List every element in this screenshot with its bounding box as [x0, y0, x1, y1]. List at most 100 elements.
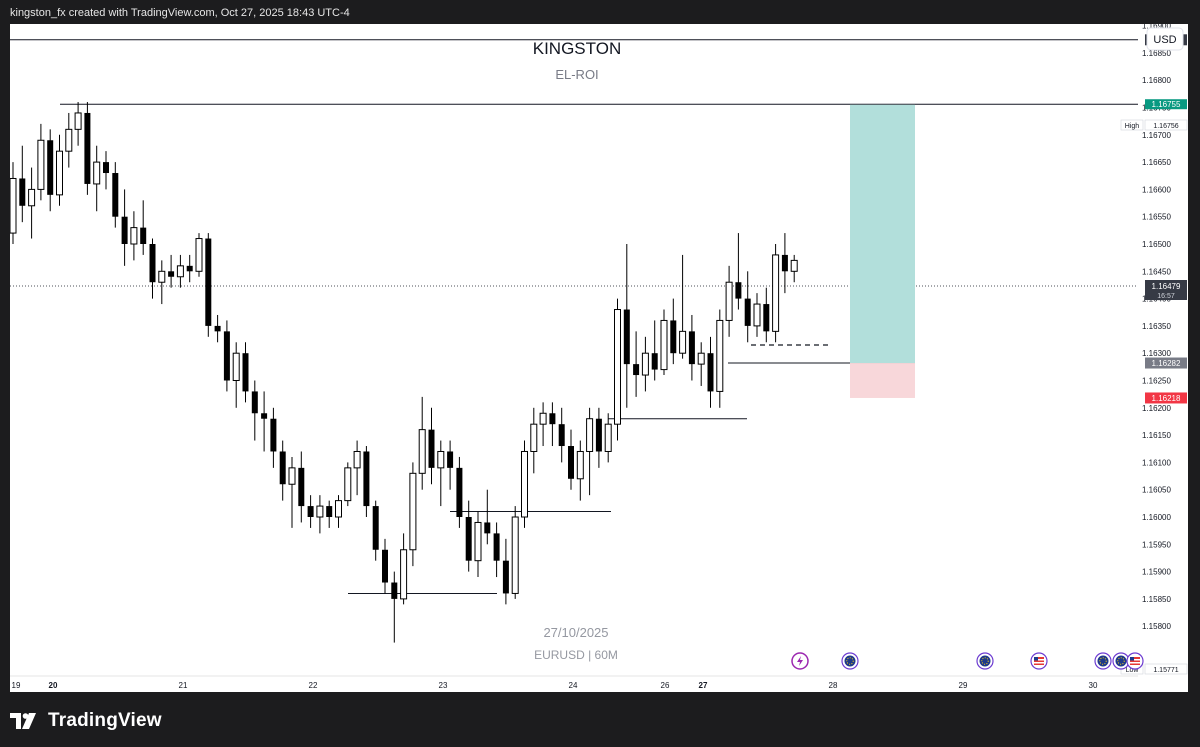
candle — [586, 407, 594, 496]
candle-body — [790, 259, 798, 272]
candle-body — [316, 505, 324, 518]
price-tick-label: 1.15850 — [1142, 595, 1171, 604]
candle — [74, 102, 82, 146]
globe-flag-icon[interactable] — [1112, 652, 1130, 670]
candle — [19, 145, 26, 223]
globe-flag-fill — [1115, 655, 1127, 667]
candle — [205, 233, 212, 337]
price-axis-ticks: 1.15800 1.15850 1.15900 1.15950 1.16000 1.160… — [1142, 24, 1171, 631]
price-tick-label: 1.16700 — [1142, 131, 1171, 140]
candle-body — [242, 353, 249, 392]
loss-zone — [850, 363, 915, 398]
footer-brand: TradingView — [48, 710, 162, 731]
candle — [251, 380, 258, 441]
candle — [772, 244, 780, 343]
watermark-symbol: EURUSD | 60M — [534, 648, 618, 662]
candle — [409, 462, 417, 567]
candle-body — [633, 364, 640, 376]
chart-canvas[interactable]: 1.15800 1.15850 1.15900 1.15950 1.16000 1.160… — [10, 24, 1188, 692]
candle — [641, 336, 649, 392]
candle — [121, 189, 128, 266]
candle-body — [279, 451, 286, 485]
low-value-bg — [1144, 663, 1188, 675]
candle — [568, 429, 574, 490]
candle — [149, 238, 156, 299]
globe-flag-icon[interactable] — [841, 652, 859, 670]
candle — [623, 244, 630, 408]
candle-body — [363, 451, 370, 507]
last-price-text: 1.16479 — [1152, 282, 1181, 291]
stop-badge-bg — [1145, 392, 1187, 404]
chart-frame[interactable]: 1.15800 1.15850 1.15900 1.15950 1.16000 1.160… — [10, 24, 1188, 692]
candle-body — [56, 150, 63, 196]
time-axis-ticks: 19 20 21 22 23 24 26 27 28 29 30 — [12, 681, 1098, 690]
candle — [65, 112, 73, 168]
entry-badge: 1.16282 — [1145, 357, 1187, 369]
candle — [781, 233, 788, 294]
candle-body — [474, 521, 482, 562]
target-badge: 1.16755 — [1145, 99, 1187, 110]
candle-body — [261, 413, 268, 419]
candle-body — [28, 188, 36, 207]
candle — [493, 522, 500, 578]
candle-body — [65, 128, 73, 152]
entry-badge-bg — [1145, 357, 1187, 369]
candle-body — [595, 418, 602, 452]
price-tick-label: 1.16200 — [1142, 404, 1171, 413]
high-label-text: High — [1125, 123, 1140, 130]
lightning-icon-bolt — [797, 656, 803, 666]
us-flag-icon[interactable] — [1126, 652, 1144, 670]
candle-body — [19, 178, 26, 206]
candle — [474, 511, 482, 578]
header-caption: kingston_fx created with TradingView.com… — [10, 7, 350, 19]
candle — [130, 211, 138, 261]
globe-flag-icon[interactable] — [1094, 652, 1112, 670]
candle-body — [121, 216, 128, 244]
candle-body — [763, 304, 770, 332]
price-tick-label: 1.16450 — [1142, 267, 1171, 276]
candle-body — [614, 309, 621, 425]
time-tick-label: 23 — [439, 681, 448, 690]
candle — [549, 402, 556, 447]
price-tick-label: 1.16850 — [1142, 49, 1171, 58]
candle-body — [753, 303, 761, 327]
candle-body — [465, 517, 472, 561]
candle-body — [781, 254, 788, 272]
candle — [790, 254, 798, 283]
price-tick-label: 1.16000 — [1142, 513, 1171, 522]
candle — [558, 407, 565, 463]
candle — [242, 342, 249, 403]
currency-label: USD — [1153, 34, 1176, 46]
candle-body — [176, 265, 184, 278]
candle — [223, 320, 230, 392]
us-flag-stripe — [1034, 662, 1044, 664]
candle-body — [409, 472, 417, 551]
currency-button[interactable]: USD — [1146, 27, 1184, 51]
candle — [437, 440, 445, 507]
time-tick-label: 19 — [12, 681, 21, 690]
time-tick-label: 24 — [569, 681, 578, 690]
candle — [372, 500, 379, 561]
candle-body — [168, 271, 175, 277]
tradingview-logo-icon — [10, 713, 36, 729]
candle-body — [382, 549, 388, 583]
lightning-icon[interactable] — [791, 652, 809, 670]
candle-body — [502, 560, 509, 594]
candle — [353, 440, 361, 496]
globe-flag-icon[interactable] — [976, 652, 994, 670]
entry-badge-text: 1.16282 — [1152, 359, 1181, 368]
candle — [465, 500, 472, 572]
candle — [279, 440, 286, 501]
time-tick-label: 27 — [699, 681, 708, 690]
candle-body — [447, 451, 454, 468]
candles-layer — [10, 102, 798, 643]
candle-body — [307, 506, 314, 517]
us-flag-icon[interactable] — [1030, 652, 1048, 670]
price-tick-label: 1.16800 — [1142, 76, 1171, 85]
globe-flag-stars — [981, 657, 989, 665]
candle-body — [214, 325, 221, 332]
candle-body — [530, 423, 538, 452]
candle-body — [391, 582, 398, 599]
candle-body — [716, 319, 724, 392]
candle — [763, 287, 770, 343]
